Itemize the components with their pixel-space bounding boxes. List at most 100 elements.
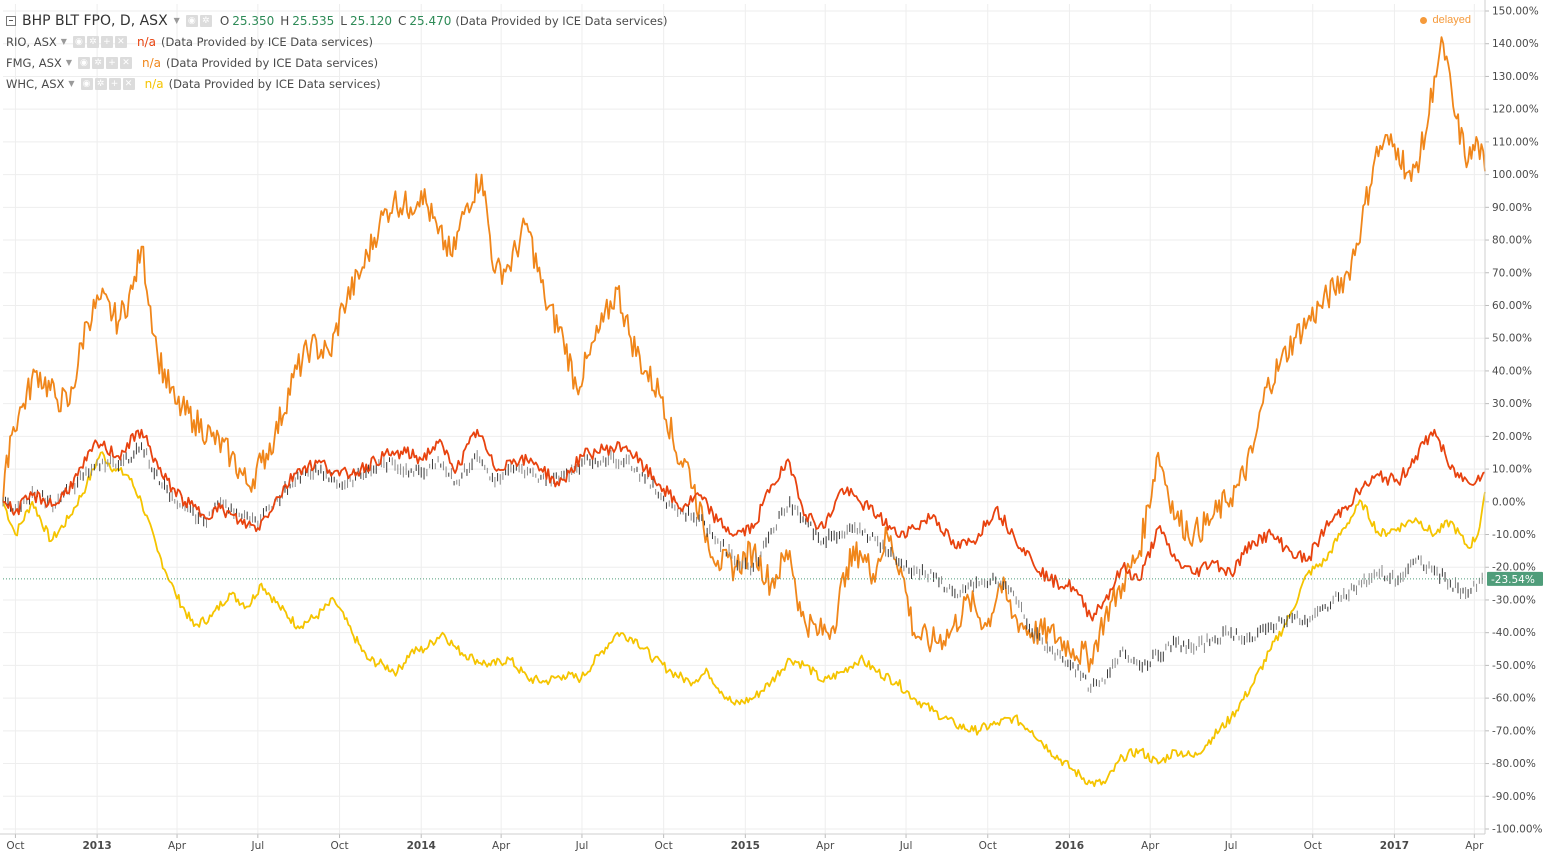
legend-compare-row: WHC, ASX ▼ ◉ ✲ + ✕ n/a (Data Provided by… — [6, 73, 667, 94]
main-provider-text: (Data Provided by ICE Data services) — [455, 13, 668, 28]
legend-compare-row: FMG, ASX ▼ ◉ ✲ + ✕ n/a (Data Provided by… — [6, 52, 667, 73]
gear-icon[interactable]: ✲ — [199, 14, 212, 27]
high-label: H — [280, 13, 290, 28]
add-icon[interactable]: + — [105, 56, 118, 69]
open-value: 25.350 — [232, 13, 275, 28]
high-value: 25.535 — [292, 13, 335, 28]
series-line-whc[interactable] — [2, 451, 1486, 788]
y-tick-label: -70.00% — [1492, 725, 1536, 737]
eye-icon[interactable]: ◉ — [185, 14, 198, 27]
y-tick-label: -30.00% — [1492, 594, 1536, 606]
chevron-down-icon[interactable]: ▼ — [65, 58, 72, 67]
close-icon[interactable]: ✕ — [114, 35, 127, 48]
grid — [3, 4, 1485, 834]
y-tick-label: 110.00% — [1492, 136, 1539, 148]
y-tick-label: 50.00% — [1492, 333, 1532, 345]
y-tick-label: 130.00% — [1492, 71, 1539, 83]
x-tick-label: 2014 — [407, 840, 436, 852]
compare-value-whc: n/a — [144, 76, 164, 91]
y-tick-label: -90.00% — [1492, 791, 1536, 803]
y-tick-label: 150.00% — [1492, 6, 1539, 18]
x-tick-label: Jul — [575, 840, 589, 852]
last-value-label: -23.54% — [1491, 574, 1535, 586]
chevron-down-icon[interactable]: ▼ — [173, 16, 180, 25]
y-tick-label: 10.00% — [1492, 464, 1532, 476]
last-value-badge — [1487, 571, 1543, 586]
y-tick-label: -80.00% — [1492, 758, 1536, 770]
delayed-status: delayed — [1420, 14, 1471, 26]
y-tick-label: -100.00% — [1492, 824, 1543, 836]
y-tick-label: -10.00% — [1492, 529, 1536, 541]
x-tick-label: Oct — [979, 840, 997, 852]
x-tick-label: 2015 — [731, 840, 760, 852]
x-tick-label: Apr — [816, 840, 835, 852]
y-tick-label: 100.00% — [1492, 169, 1539, 181]
compare-symbol-whc[interactable]: WHC, ASX — [6, 76, 65, 91]
y-tick-label: -40.00% — [1492, 627, 1536, 639]
add-icon[interactable]: + — [100, 35, 113, 48]
x-tick-label: Apr — [168, 840, 187, 852]
gear-icon[interactable]: ✲ — [91, 56, 104, 69]
x-tick-label: Apr — [1465, 840, 1484, 852]
y-tick-label: -50.00% — [1492, 660, 1536, 672]
y-tick-label: 30.00% — [1492, 398, 1532, 410]
gear-icon[interactable]: ✲ — [94, 77, 107, 90]
chevron-down-icon[interactable]: ▼ — [60, 37, 67, 46]
close-icon[interactable]: ✕ — [122, 77, 135, 90]
close-label: C — [397, 13, 407, 28]
x-tick-label: Oct — [1304, 840, 1322, 852]
add-icon[interactable]: + — [108, 77, 121, 90]
x-tick-label: Jul — [899, 840, 913, 852]
eye-icon[interactable]: ◉ — [77, 56, 90, 69]
y-tick-label: 90.00% — [1492, 202, 1532, 214]
x-tick-label: Oct — [6, 840, 24, 852]
chevron-down-icon[interactable]: ▼ — [68, 79, 75, 88]
x-tick-label: Oct — [655, 840, 673, 852]
main-symbol-label[interactable]: BHP BLT FPO, D, ASX — [22, 12, 168, 29]
y-tick-label: 120.00% — [1492, 104, 1539, 116]
series-line-rio[interactable] — [2, 428, 1486, 622]
x-tick-label: Oct — [330, 840, 348, 852]
status-dot-icon — [1420, 16, 1428, 24]
close-value: 25.470 — [409, 13, 452, 28]
x-tick-label: Apr — [492, 840, 511, 852]
y-tick-label: 0.00% — [1492, 496, 1525, 508]
low-value: 25.120 — [349, 13, 392, 28]
x-tick-label: Apr — [1141, 840, 1160, 852]
y-tick-label: 60.00% — [1492, 300, 1532, 312]
y-tick-label: 70.00% — [1492, 267, 1532, 279]
series-line-fmg[interactable] — [2, 36, 1486, 673]
low-label: L — [340, 13, 347, 28]
series-layer — [2, 36, 1486, 788]
delayed-label: delayed — [1432, 14, 1471, 26]
series-bhp-candles[interactable] — [2, 442, 1486, 693]
x-tick-label: 2017 — [1380, 840, 1409, 852]
compare-provider-rio: (Data Provided by ICE Data services) — [160, 34, 374, 49]
y-tick-label: -60.00% — [1492, 693, 1536, 705]
eye-icon[interactable]: ◉ — [72, 35, 85, 48]
compare-symbol-rio[interactable]: RIO, ASX — [6, 34, 57, 49]
legend-main-row: BHP BLT FPO, D, ASX ▼ ◉ ✲ O 25.350 H 25.… — [6, 10, 667, 31]
gear-icon[interactable]: ✲ — [86, 35, 99, 48]
x-tick-label: 2016 — [1055, 840, 1084, 852]
legend-compare-row: RIO, ASX ▼ ◉ ✲ + ✕ n/a (Data Provided by… — [6, 31, 667, 52]
x-tick-label: 2013 — [83, 840, 112, 852]
compare-value-rio: n/a — [136, 34, 156, 49]
x-tick-label: Jul — [1224, 840, 1238, 852]
collapse-legend-button[interactable] — [6, 15, 16, 26]
compare-provider-fmg: (Data Provided by ICE Data services) — [165, 55, 379, 70]
close-icon[interactable]: ✕ — [119, 56, 132, 69]
compare-symbol-fmg[interactable]: FMG, ASX — [6, 55, 62, 70]
x-tick-label: Jul — [251, 840, 265, 852]
y-tick-label: -20.00% — [1492, 562, 1536, 574]
compare-provider-whc: (Data Provided by ICE Data services) — [168, 76, 381, 91]
eye-icon[interactable]: ◉ — [80, 77, 93, 90]
y-tick-label: 80.00% — [1492, 235, 1532, 247]
y-tick-label: 20.00% — [1492, 431, 1532, 443]
y-tick-label: 140.00% — [1492, 38, 1539, 50]
compare-value-fmg: n/a — [141, 55, 161, 70]
y-tick-label: 40.00% — [1492, 365, 1532, 377]
